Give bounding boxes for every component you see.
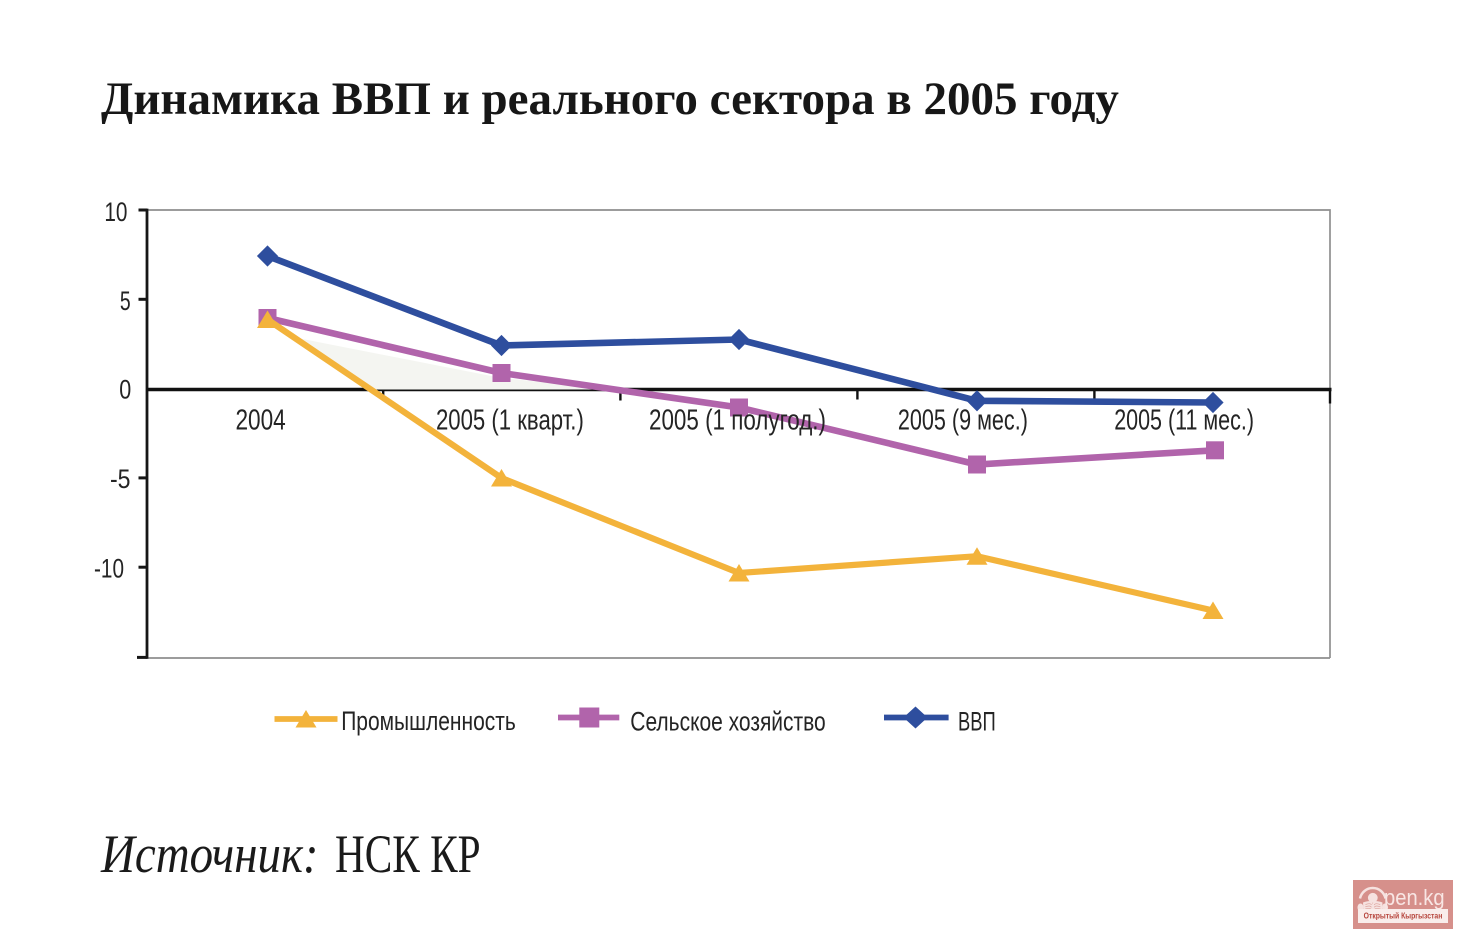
svg-text:2005 (1 кварт.): 2005 (1 кварт.) (436, 405, 584, 437)
svg-text:2005 (11 мес.): 2005 (11 мес.) (1114, 405, 1254, 437)
svg-text:-5: -5 (110, 464, 131, 494)
svg-text:0: 0 (119, 375, 131, 405)
svg-text:Промышленность: Промышленность (341, 706, 516, 736)
svg-text:Сельское хозяйство: Сельское хозяйство (630, 707, 825, 737)
svg-text:ВВП: ВВП (958, 707, 996, 737)
svg-text:10: 10 (104, 197, 127, 227)
svg-text:2004: 2004 (235, 405, 285, 437)
svg-text:-10: -10 (94, 554, 124, 584)
svg-text:5: 5 (120, 286, 131, 316)
svg-text:2005 (1 полугод.): 2005 (1 полугод.) (649, 405, 826, 437)
svg-text:2005 (9 мес.): 2005 (9 мес.) (898, 405, 1028, 437)
